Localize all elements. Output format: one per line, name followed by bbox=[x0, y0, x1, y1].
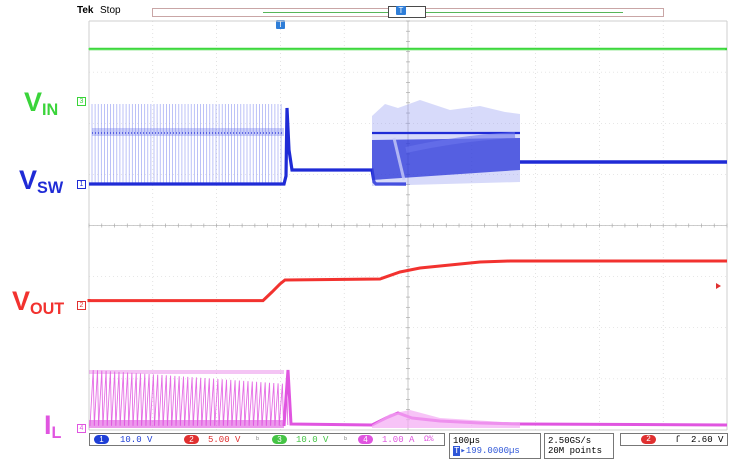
status-bar: Tek Stop T bbox=[0, 0, 740, 20]
vsw-label: VSW bbox=[19, 165, 64, 198]
bandwidth-limit-icon: ᵇ bbox=[344, 435, 348, 444]
vout-label: VOUT bbox=[12, 286, 65, 319]
bandwidth-limit-icon: ᵇ bbox=[256, 435, 260, 444]
il-label: IL bbox=[44, 410, 62, 443]
readout-bar: 1 10.0 V 2 5.00 V ᵇ 3 10.0 V ᵇ 4 1.00 A … bbox=[89, 432, 729, 460]
timebase-scale: 100µs bbox=[453, 436, 481, 446]
record-trace-overview bbox=[263, 12, 623, 13]
channel-scale-box: 1 10.0 V 2 5.00 V ᵇ 3 10.0 V ᵇ 4 1.00 A … bbox=[89, 433, 445, 446]
ch4-coupling: Ω% bbox=[424, 435, 434, 444]
vsw-trace bbox=[89, 100, 727, 186]
trigger-point-icon[interactable]: T bbox=[276, 20, 285, 29]
trigger-position-icon: T bbox=[453, 446, 461, 456]
timebase-box[interactable]: 100µs T▸199.0000µs bbox=[449, 433, 541, 459]
sample-rate: 2.50GS/s bbox=[548, 436, 592, 446]
ch2-ground-marker[interactable]: 2 bbox=[77, 301, 86, 310]
vout-offscreen-arrow-icon bbox=[716, 283, 721, 289]
ch3-badge[interactable]: 3 bbox=[272, 435, 287, 444]
ch1-badge[interactable]: 1 bbox=[94, 435, 109, 444]
ch4-badge[interactable]: 4 bbox=[358, 435, 373, 444]
trigger-slope-icon: ſ bbox=[675, 435, 681, 445]
ch4-scale[interactable]: 1.00 A bbox=[382, 435, 415, 445]
ch3-scale[interactable]: 10.0 V bbox=[296, 435, 329, 445]
brand-label: Tek bbox=[77, 5, 94, 16]
ch3-ground-marker[interactable]: 3 bbox=[77, 97, 86, 106]
ch1-scale[interactable]: 10.0 V bbox=[120, 435, 153, 445]
vin-ripple bbox=[88, 48, 725, 50]
horizontal-position: T▸199.0000µs bbox=[453, 446, 520, 456]
trigger-position-icon[interactable]: T bbox=[396, 6, 406, 15]
vout-trace bbox=[87, 259, 727, 303]
trigger-level: 2.60 V bbox=[691, 435, 724, 445]
ch1-ground-marker[interactable]: 1 bbox=[77, 180, 86, 189]
record-view-bar[interactable] bbox=[152, 6, 664, 18]
trigger-box[interactable]: 2 ſ 2.60 V bbox=[620, 433, 728, 446]
ch2-badge[interactable]: 2 bbox=[184, 435, 199, 444]
vin-label: VIN bbox=[24, 87, 59, 120]
trigger-source-badge: 2 bbox=[641, 435, 656, 444]
ch2-scale[interactable]: 5.00 V bbox=[208, 435, 241, 445]
acquisition-status: Stop bbox=[100, 5, 121, 16]
il-trace bbox=[89, 369, 728, 428]
ch4-ground-marker[interactable]: 4 bbox=[77, 424, 86, 433]
record-length: 20M points bbox=[548, 446, 603, 456]
acquisition-box[interactable]: 2.50GS/s 20M points bbox=[544, 433, 614, 459]
grid-lines bbox=[88, 20, 728, 431]
